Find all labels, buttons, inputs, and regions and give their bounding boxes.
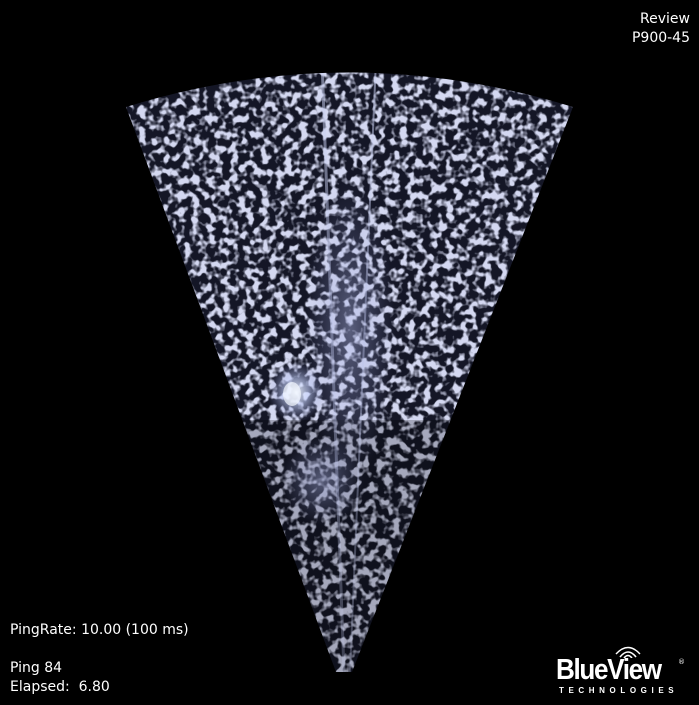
echo-hotspot-core xyxy=(283,382,301,406)
brand-registered-mark: ® xyxy=(678,658,685,666)
elapsed-value: 6.80 xyxy=(78,679,110,695)
brand-name: BlueView xyxy=(556,654,662,686)
haze-lower xyxy=(280,435,364,525)
ping-readout: Ping 84 Elapsed: 6.80 xyxy=(10,659,110,697)
elapsed-label: Elapsed: xyxy=(10,679,70,695)
ping-label: Ping xyxy=(10,660,40,676)
mode-label: Review xyxy=(640,11,690,27)
sonar-waves-icon xyxy=(615,646,641,658)
mode-panel: Review P900-45 xyxy=(632,10,690,48)
ping-rate-readout: PingRate: 10.00 (100 ms) xyxy=(10,621,189,640)
ping-value: 84 xyxy=(44,660,63,676)
brand-subtitle: TECHNOLOGIES xyxy=(559,686,679,695)
ping-rate-label: PingRate: xyxy=(10,622,77,638)
ping-rate-value: 10.00 (100 ms) xyxy=(81,622,189,638)
haze-center xyxy=(305,180,395,480)
device-label: P900-45 xyxy=(631,30,690,46)
blueview-logo: BlueView ® TECHNOLOGIES xyxy=(555,644,685,698)
